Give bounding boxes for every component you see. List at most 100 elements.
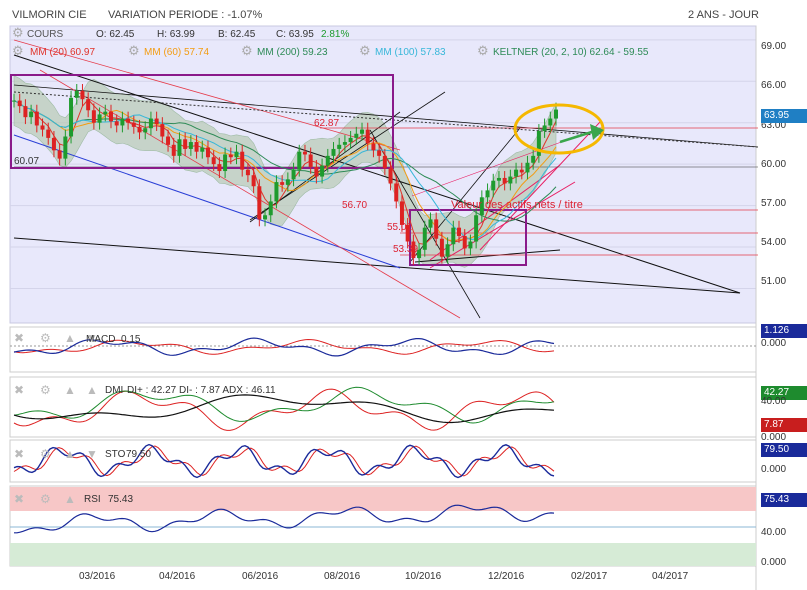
- x-tick: 10/2016: [405, 571, 441, 582]
- candle-body: [314, 167, 318, 177]
- change-value: 2.81%: [321, 29, 349, 40]
- close-icon[interactable]: ✖: [14, 448, 24, 460]
- candle-body: [212, 157, 216, 164]
- candle-body: [366, 130, 370, 144]
- nav-annotation: Valeur des actifs nets / titre: [451, 199, 583, 211]
- candle-body: [286, 179, 290, 185]
- sto-zero-tick: 0.000: [761, 464, 786, 475]
- x-tick: 08/2016: [324, 571, 360, 582]
- gear-icon[interactable]: ⚙: [40, 493, 51, 505]
- rsi-tick-40: 40.00: [761, 527, 786, 538]
- candle-body: [200, 148, 204, 152]
- level-label: 62.87: [314, 118, 339, 129]
- candle-body: [394, 183, 398, 201]
- gear-icon[interactable]: ⚙: [40, 332, 51, 344]
- candle-body: [446, 244, 450, 256]
- sto-value: 79.50: [126, 449, 151, 460]
- y-tick: 60.00: [761, 159, 786, 170]
- candle-body: [12, 101, 16, 102]
- candle-body: [177, 139, 181, 156]
- candle-body: [103, 112, 107, 115]
- gear-icon[interactable]: ⚙: [12, 45, 24, 57]
- candle-body: [383, 156, 387, 168]
- y-tick: 54.00: [761, 237, 786, 248]
- candle-body: [320, 166, 324, 177]
- gear-icon[interactable]: ⚙: [40, 448, 51, 460]
- period-selector[interactable]: 2 ANS - JOUR: [688, 9, 759, 21]
- dmi-tick: 40.00: [761, 396, 786, 407]
- candle-body: [263, 215, 267, 219]
- candle-body: [514, 170, 518, 177]
- close-icon[interactable]: ✖: [14, 332, 24, 344]
- level-label: 55.01: [387, 222, 412, 233]
- candle-body: [297, 152, 301, 170]
- candle-body: [35, 112, 39, 126]
- candle-body: [326, 156, 330, 166]
- candle-body: [520, 170, 524, 173]
- gear-icon[interactable]: ⚙: [359, 45, 371, 57]
- gear-icon[interactable]: ⚙: [477, 45, 489, 57]
- level-label: 56.70: [342, 200, 367, 211]
- candle-body: [337, 145, 341, 149]
- period-variation: VARIATION PERIODE : -1.07%: [108, 9, 262, 21]
- gear-icon[interactable]: ⚙: [40, 384, 51, 396]
- close-icon[interactable]: ✖: [14, 384, 24, 396]
- close-value: C: 63.95: [276, 29, 314, 40]
- candle-body: [46, 130, 50, 138]
- low-value: B: 62.45: [218, 29, 255, 40]
- level-label: 53.39: [393, 244, 418, 255]
- arrow-down-icon[interactable]: ▼: [86, 448, 98, 460]
- candle-body: [138, 127, 142, 133]
- candle-body: [120, 119, 124, 126]
- x-tick: 02/2017: [571, 571, 607, 582]
- candle-body: [423, 228, 427, 250]
- candle-body: [360, 130, 364, 134]
- sto-badge: 79.50: [761, 443, 807, 457]
- arrow-up-icon[interactable]: ▲: [64, 493, 76, 505]
- candle-body: [354, 134, 358, 138]
- candle-body: [525, 163, 529, 173]
- arrow-up-icon[interactable]: ▲: [64, 384, 76, 396]
- level-label: 60.07: [14, 156, 39, 167]
- arrow-up-icon[interactable]: ▲: [64, 448, 76, 460]
- gear-icon[interactable]: ⚙: [128, 45, 140, 57]
- candle-body: [172, 145, 176, 156]
- candle-body: [217, 164, 221, 171]
- candle-body: [274, 182, 278, 201]
- sto-label: STO: [105, 449, 125, 460]
- x-tick: 06/2016: [242, 571, 278, 582]
- x-tick: 03/2016: [79, 571, 115, 582]
- dmi-values: DI+ : 42.27 DI- : 7.87 ADX : 46.11: [127, 385, 276, 396]
- y-tick: 69.00: [761, 41, 786, 52]
- sto-panel: [10, 440, 756, 482]
- rsi-badge: 75.43: [761, 493, 807, 507]
- legend-mm200: MM (200) 59.23: [257, 47, 328, 58]
- candle-body: [377, 150, 381, 156]
- candle-body: [166, 137, 170, 145]
- gear-icon[interactable]: ⚙: [12, 27, 24, 39]
- candle-body: [463, 236, 467, 248]
- candle-body: [115, 121, 119, 125]
- candle-body: [468, 241, 472, 248]
- arrow-up-icon[interactable]: ▲: [86, 384, 98, 396]
- candle-body: [497, 178, 501, 181]
- candle-body: [52, 138, 56, 150]
- y-tick: 66.00: [761, 80, 786, 91]
- rsi-zero-tick: 0.000: [761, 557, 786, 568]
- close-icon[interactable]: ✖: [14, 493, 24, 505]
- candle-body: [183, 139, 187, 149]
- x-tick: 04/2016: [159, 571, 195, 582]
- gear-icon[interactable]: ⚙: [241, 45, 253, 57]
- last-price-badge: 63.95: [761, 109, 807, 123]
- rsi-label: RSI: [84, 494, 101, 505]
- candle-body: [371, 143, 375, 150]
- candle-body: [189, 142, 193, 149]
- dmi-label: DMI: [105, 385, 123, 396]
- arrow-up-icon[interactable]: ▲: [64, 332, 76, 344]
- candle-body: [280, 182, 284, 185]
- x-tick: 04/2017: [652, 571, 688, 582]
- cours-label: COURS: [27, 29, 63, 40]
- candle-body: [18, 101, 22, 107]
- candle-body: [229, 154, 233, 157]
- candle-body: [155, 119, 159, 125]
